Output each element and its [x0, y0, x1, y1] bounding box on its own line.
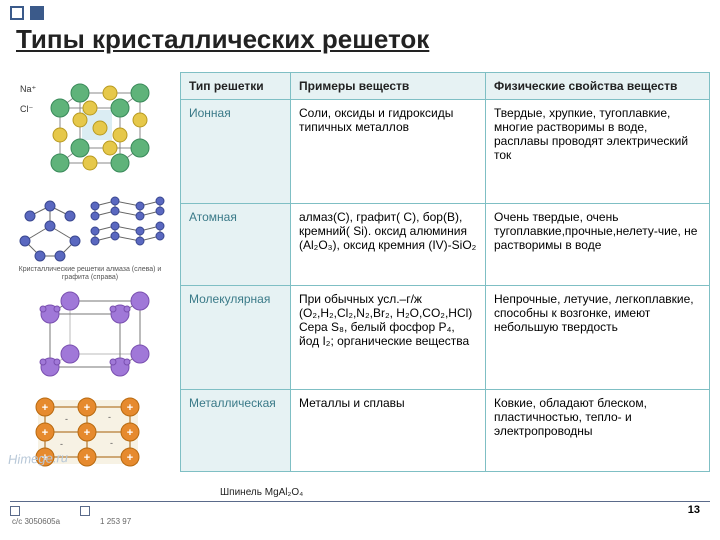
cell-examples: алмаз(C), графит( C), бор(B), кремний( S… — [291, 203, 486, 286]
cell-examples: Металлы и сплавы — [291, 389, 486, 472]
footer-divider — [10, 501, 710, 502]
svg-text:+: + — [127, 402, 133, 414]
table-row: Ионная Соли, оксиды и гидроксиды типичны… — [181, 100, 710, 204]
footer-left: с/с 3050605а 1 253 97 — [12, 517, 131, 526]
th-type: Тип решетки — [181, 73, 291, 100]
svg-text:+: + — [42, 402, 48, 414]
sub-caption: Шпинель MgAl₂O₄ — [220, 487, 303, 498]
row-label: Металлическая — [181, 389, 291, 472]
diagram-atomic: Кристаллические решетки алмаза (слева) и… — [10, 186, 170, 281]
page-title: Типы кристаллических решеток — [16, 24, 429, 55]
svg-text:+: + — [84, 427, 90, 439]
diagram-molecular — [10, 289, 170, 384]
cell-examples: При обычных усл.–г/ж (O₂,H₂,Cl₂,N₂,Br₂, … — [291, 286, 486, 390]
svg-text:+: + — [42, 427, 48, 439]
svg-text:-: - — [65, 414, 68, 424]
lattice-table: Тип решетки Примеры веществ Физические с… — [180, 72, 710, 472]
row-label: Атомная — [181, 203, 291, 286]
ion-label-na: Na⁺ — [20, 84, 37, 94]
corner-decoration — [10, 6, 44, 20]
row-label: Ионная — [181, 100, 291, 204]
page-number: 13 — [688, 504, 700, 516]
svg-text:+: + — [84, 402, 90, 414]
footer-decoration — [10, 506, 90, 516]
svg-text:+: + — [84, 452, 90, 464]
watermark: Himege.ru — [8, 450, 68, 467]
footer-text-2: 1 253 97 — [100, 517, 131, 526]
table-header-row: Тип решетки Примеры веществ Физические с… — [181, 73, 710, 100]
cell-props: Очень твердые, очень тугоплавкие,прочные… — [486, 203, 710, 286]
table-row: Металлическая Металлы и сплавы Ковкие, о… — [181, 389, 710, 472]
svg-text:-: - — [60, 439, 63, 449]
svg-text:+: + — [127, 427, 133, 439]
svg-text:+: + — [127, 452, 133, 464]
table-row: Атомная алмаз(C), графит( C), бор(B), кр… — [181, 203, 710, 286]
diagram-atomic-caption: Кристаллические решетки алмаза (слева) и… — [10, 266, 170, 281]
footer-text-1: с/с 3050605а — [12, 517, 60, 526]
ion-label-cl: Cl⁻ — [20, 104, 33, 114]
cell-props: Непрочные, летучие, легкоплавкие, способ… — [486, 286, 710, 390]
row-label: Молекулярная — [181, 286, 291, 390]
svg-text:-: - — [110, 438, 113, 448]
cell-props: Твердые, хрупкие, тугоплавкие, многие ра… — [486, 100, 710, 204]
th-props: Физические свойства веществ — [486, 73, 710, 100]
diagram-column: Na⁺ Cl⁻ — [0, 72, 180, 472]
content-area: Na⁺ Cl⁻ — [0, 72, 720, 472]
svg-text:-: - — [108, 412, 111, 422]
cell-props: Ковкие, обладают блеском, пластичностью,… — [486, 389, 710, 472]
th-examples: Примеры веществ — [291, 73, 486, 100]
diagram-ionic: Na⁺ Cl⁻ — [10, 78, 170, 178]
table-row: Молекулярная При обычных усл.–г/ж (O₂,H₂… — [181, 286, 710, 390]
cell-examples: Соли, оксиды и гидроксиды типичных метал… — [291, 100, 486, 204]
